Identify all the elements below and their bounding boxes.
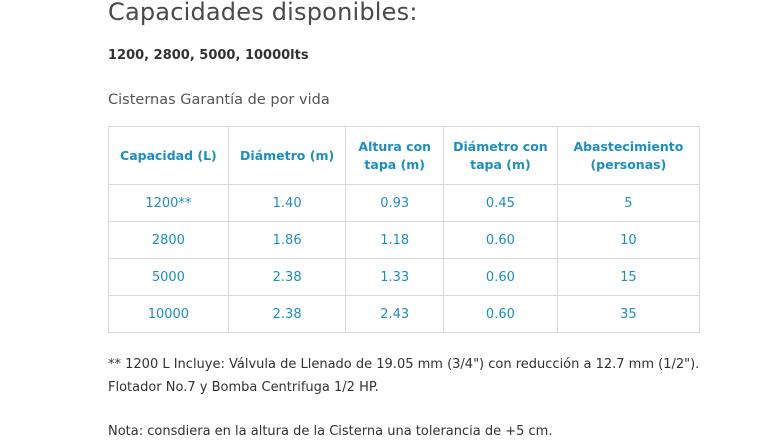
footnote: ** 1200 L Incluye: Válvula de Llenado de… xyxy=(108,357,700,395)
cell-diameter: 1.40 xyxy=(227,184,347,222)
cell-supply-people: 35 xyxy=(556,295,701,333)
table-row: 5000 2.38 1.33 0.60 15 xyxy=(108,258,701,296)
page-heading: Capacidades disponibles: xyxy=(108,0,418,26)
table-header-row: Capacidad (L) Diámetro (m) Altura con ta… xyxy=(108,126,701,185)
cell-capacity: 2800 xyxy=(108,221,229,259)
header-capacity: Capacidad (L) xyxy=(108,126,229,185)
cell-height-with-lid: 1.18 xyxy=(345,221,445,259)
header-supply-people: Abastecimiento (personas) xyxy=(556,126,701,185)
cell-diameter: 1.86 xyxy=(227,221,347,259)
specs-table: Capacidad (L) Diámetro (m) Altura con ta… xyxy=(108,126,701,333)
cell-diameter-with-lid: 0.60 xyxy=(443,295,558,333)
cell-capacity: 5000 xyxy=(108,258,229,296)
cell-diameter-with-lid: 0.60 xyxy=(443,258,558,296)
table-subtitle: Cisternas Garantía de por vida xyxy=(108,92,330,108)
cell-supply-people: 10 xyxy=(556,221,701,259)
cell-height-with-lid: 0.93 xyxy=(345,184,445,222)
cell-diameter: 2.38 xyxy=(227,295,347,333)
cell-capacity: 1200** xyxy=(108,184,229,222)
cell-diameter-with-lid: 0.45 xyxy=(443,184,558,222)
tolerance-note: Nota: consdiera en la altura de la Ciste… xyxy=(108,424,553,439)
cell-capacity: 10000 xyxy=(108,295,229,333)
header-height-with-lid: Altura con tapa (m) xyxy=(345,126,445,185)
cell-supply-people: 5 xyxy=(556,184,701,222)
cell-height-with-lid: 2.43 xyxy=(345,295,445,333)
table-row: 10000 2.38 2.43 0.60 35 xyxy=(108,295,701,333)
cell-diameter: 2.38 xyxy=(227,258,347,296)
cell-supply-people: 15 xyxy=(556,258,701,296)
cell-height-with-lid: 1.33 xyxy=(345,258,445,296)
table-row: 1200** 1.40 0.93 0.45 5 xyxy=(108,184,701,222)
header-diameter: Diámetro (m) xyxy=(227,126,347,185)
available-capacities: 1200, 2800, 5000, 10000lts xyxy=(108,48,309,63)
table-row: 2800 1.86 1.18 0.60 10 xyxy=(108,221,701,259)
header-diameter-with-lid: Diámetro con tapa (m) xyxy=(443,126,558,185)
cell-diameter-with-lid: 0.60 xyxy=(443,221,558,259)
